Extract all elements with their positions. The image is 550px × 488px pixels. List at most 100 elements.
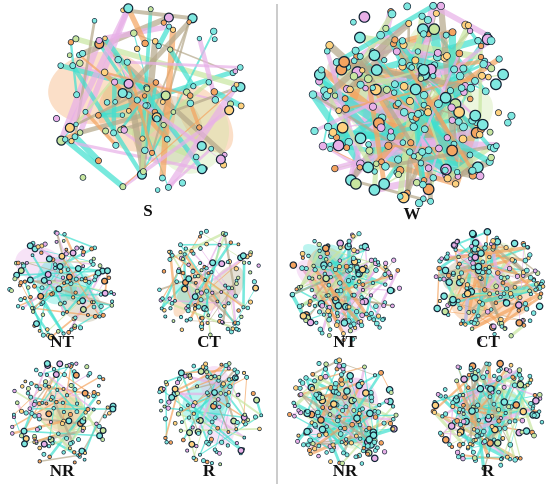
edge [364, 366, 374, 433]
node [306, 447, 312, 453]
node [72, 460, 77, 465]
node [490, 78, 502, 91]
node [362, 364, 367, 370]
node [356, 164, 363, 171]
node [443, 394, 448, 399]
node [360, 381, 365, 386]
node [468, 166, 477, 175]
node [394, 99, 402, 107]
edge [70, 304, 113, 331]
networks [7, 1, 546, 471]
node [76, 59, 84, 67]
node [443, 52, 451, 60]
edge [293, 415, 343, 443]
node [77, 452, 82, 457]
node [528, 275, 534, 281]
node [112, 292, 116, 296]
node [147, 6, 154, 13]
node [354, 265, 360, 271]
node [428, 23, 441, 36]
node [301, 442, 306, 448]
node [338, 377, 344, 383]
node [234, 326, 239, 332]
node [223, 231, 229, 237]
node [332, 92, 339, 99]
node [343, 441, 348, 446]
edge [23, 430, 101, 437]
node [323, 47, 331, 55]
edge [233, 287, 256, 324]
node [531, 278, 536, 283]
node [237, 102, 245, 110]
node [348, 378, 354, 383]
node [433, 274, 439, 280]
node [492, 332, 497, 337]
node [338, 245, 343, 250]
node [305, 442, 311, 448]
node [171, 385, 179, 393]
node [459, 278, 465, 284]
node [362, 161, 374, 174]
edge [222, 368, 236, 386]
node [517, 372, 523, 378]
node [204, 288, 209, 294]
node [19, 408, 25, 414]
node [362, 389, 370, 397]
node [40, 401, 45, 405]
node [100, 68, 109, 76]
node [10, 424, 15, 429]
node [123, 3, 134, 14]
edge [498, 377, 522, 460]
node [175, 411, 181, 417]
node [326, 333, 332, 338]
edge [70, 63, 145, 177]
node [365, 435, 374, 444]
node [500, 436, 506, 441]
node [341, 338, 346, 343]
node [388, 390, 394, 395]
edge [46, 374, 95, 411]
node [198, 234, 202, 239]
node [317, 375, 324, 381]
node [172, 420, 178, 426]
node [163, 314, 168, 319]
node [505, 454, 510, 460]
node [485, 370, 490, 375]
node [102, 127, 109, 135]
node [16, 304, 21, 309]
node [321, 265, 327, 271]
node [493, 300, 499, 306]
node [233, 81, 240, 88]
node [64, 279, 70, 285]
node [237, 447, 245, 454]
node [457, 261, 462, 267]
node [496, 375, 503, 381]
node [382, 272, 388, 277]
node [157, 389, 162, 395]
edge [211, 364, 222, 378]
node [215, 299, 220, 304]
node [337, 258, 342, 263]
node [424, 108, 432, 117]
node [289, 261, 298, 269]
node [499, 324, 504, 329]
node [388, 421, 393, 426]
node [359, 295, 364, 300]
node [337, 414, 342, 419]
node [387, 128, 394, 135]
edge [223, 287, 233, 307]
node [371, 317, 377, 322]
node [460, 318, 465, 323]
node [239, 252, 247, 260]
node [20, 384, 25, 389]
node [173, 298, 177, 303]
edge [361, 428, 369, 450]
node [384, 398, 390, 404]
node [210, 88, 218, 96]
node [196, 418, 200, 423]
node [368, 184, 381, 196]
node [454, 449, 461, 456]
edge [68, 87, 149, 130]
node [194, 444, 199, 449]
edge [453, 230, 489, 247]
